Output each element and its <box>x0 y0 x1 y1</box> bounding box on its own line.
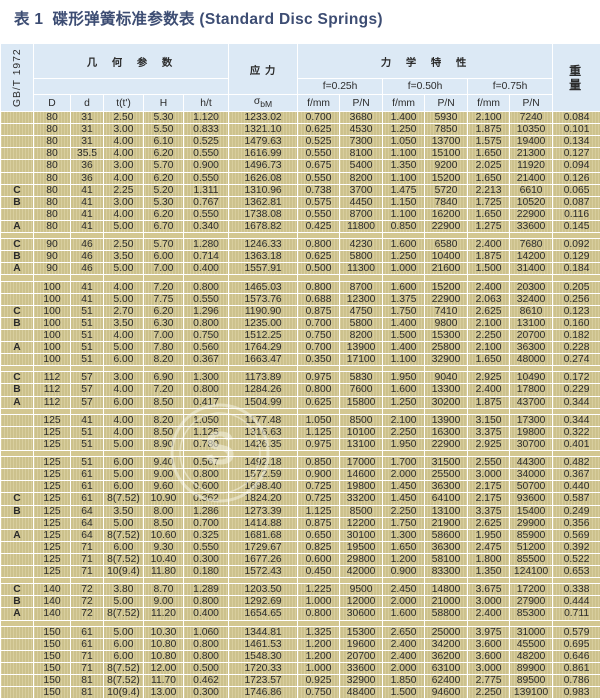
svg-text:S: S <box>205 422 236 474</box>
